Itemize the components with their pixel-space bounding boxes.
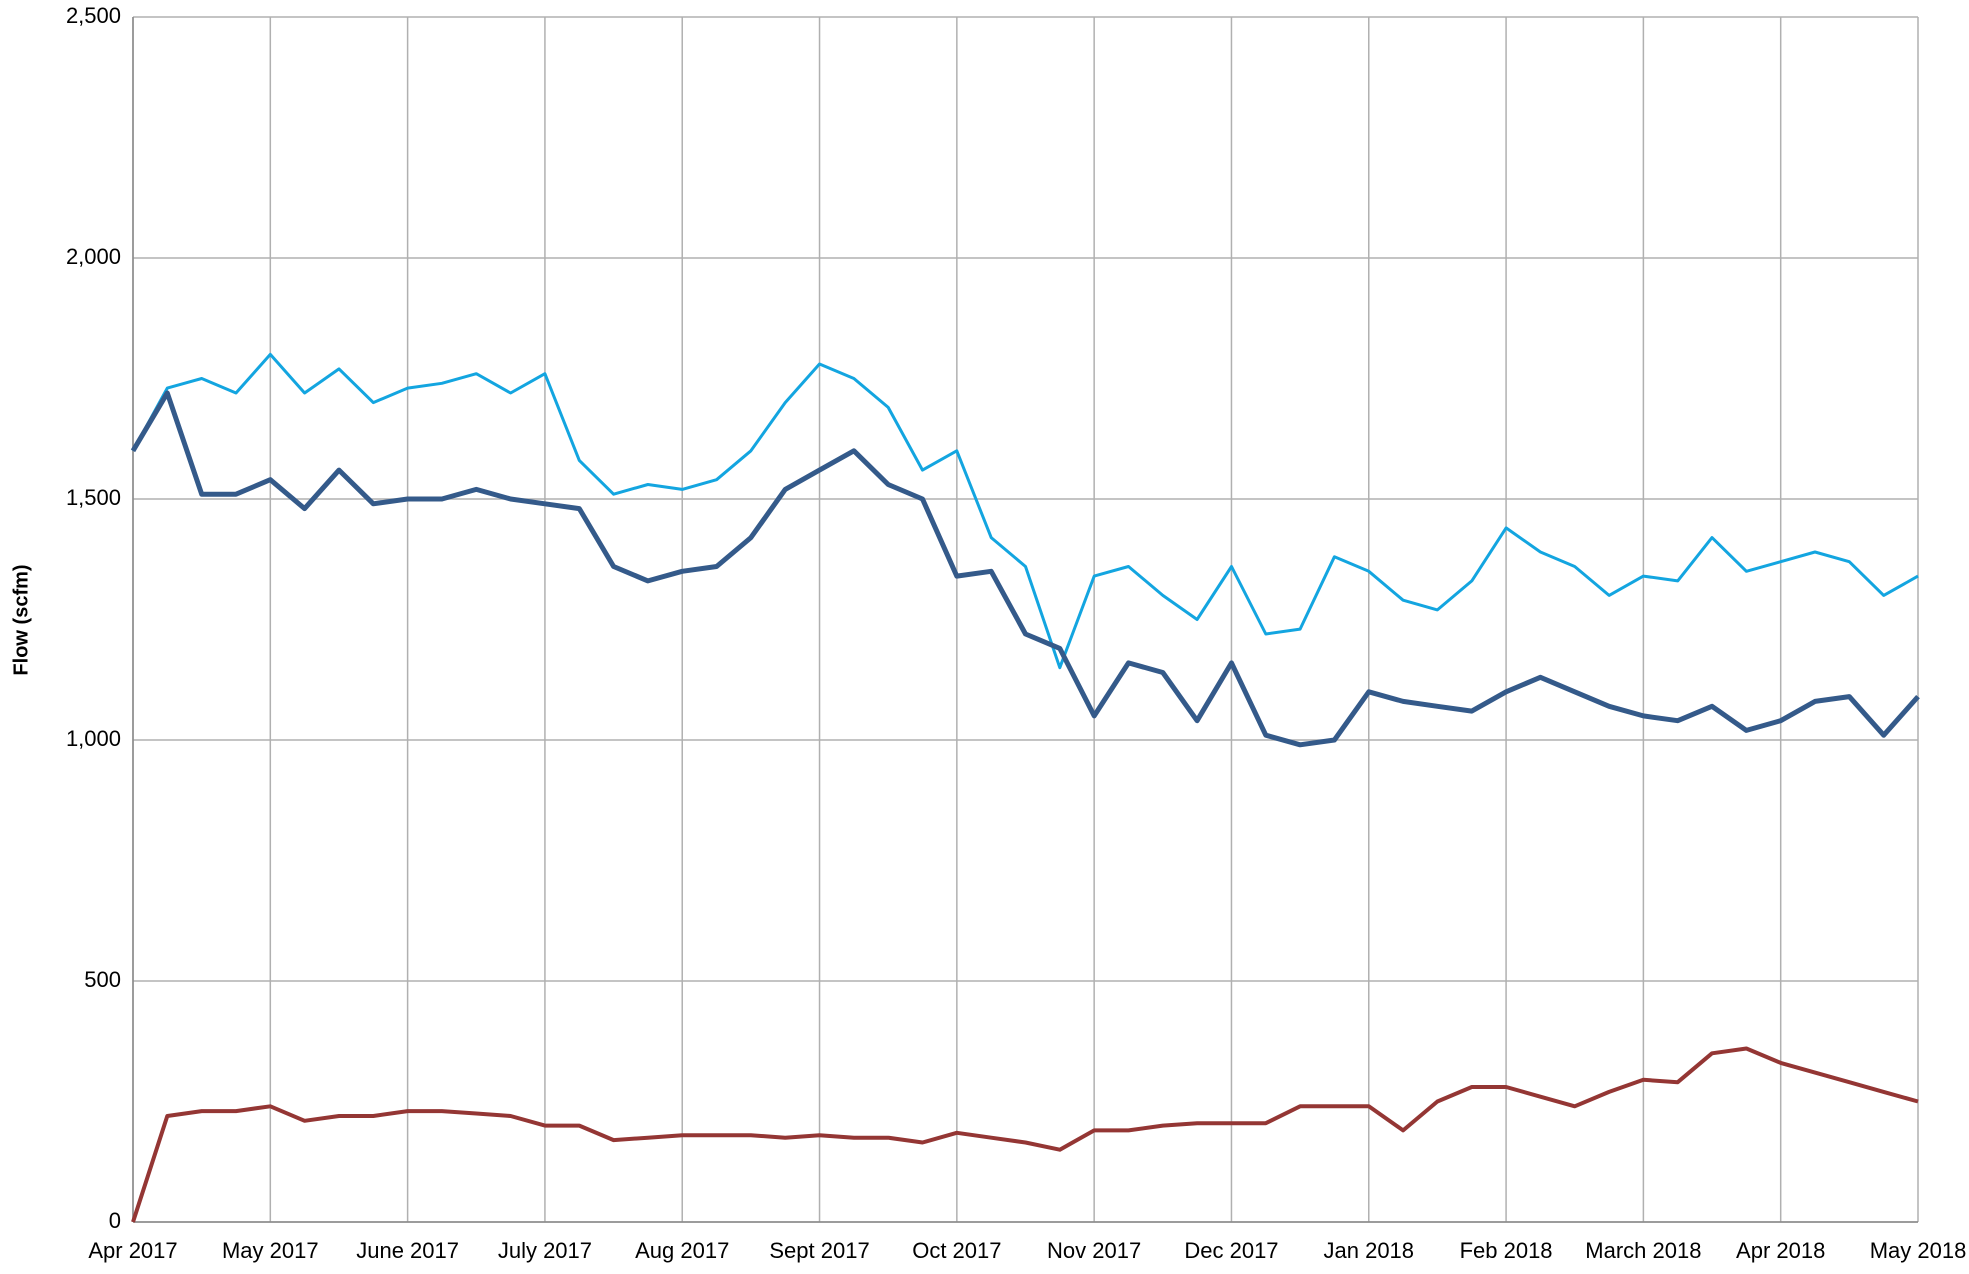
x-tick-label: May 2018 <box>1870 1238 1967 1263</box>
x-tick-label: Feb 2018 <box>1460 1238 1553 1263</box>
x-tick-label: May 2017 <box>222 1238 319 1263</box>
x-tick-label: Aug 2017 <box>635 1238 729 1263</box>
y-tick-label: 2,000 <box>66 244 121 269</box>
y-tick-label: 2,500 <box>66 3 121 28</box>
x-tick-label: Jan 2018 <box>1324 1238 1415 1263</box>
x-tick-label: Nov 2017 <box>1047 1238 1141 1263</box>
x-tick-label: Apr 2017 <box>88 1238 177 1263</box>
data-line <box>131 352 1919 670</box>
x-tick-label: Dec 2017 <box>1184 1238 1278 1263</box>
x-tick-label: July 2017 <box>498 1238 592 1263</box>
x-tick-label: June 2017 <box>356 1238 459 1263</box>
data-line <box>130 390 1920 748</box>
y-tick-label: 1,500 <box>66 485 121 510</box>
y-tick-label: 0 <box>109 1208 121 1233</box>
x-tick-label: Apr 2018 <box>1736 1238 1825 1263</box>
x-tick-label: Oct 2017 <box>912 1238 1001 1263</box>
y-tick-label: 1,000 <box>66 726 121 751</box>
data-line <box>131 1046 1919 1223</box>
x-tick-label: Sept 2017 <box>769 1238 869 1263</box>
y-axis-title: Flow (scfm) <box>10 564 32 675</box>
y-tick-label: 500 <box>84 967 121 992</box>
x-tick-label: March 2018 <box>1585 1238 1701 1263</box>
